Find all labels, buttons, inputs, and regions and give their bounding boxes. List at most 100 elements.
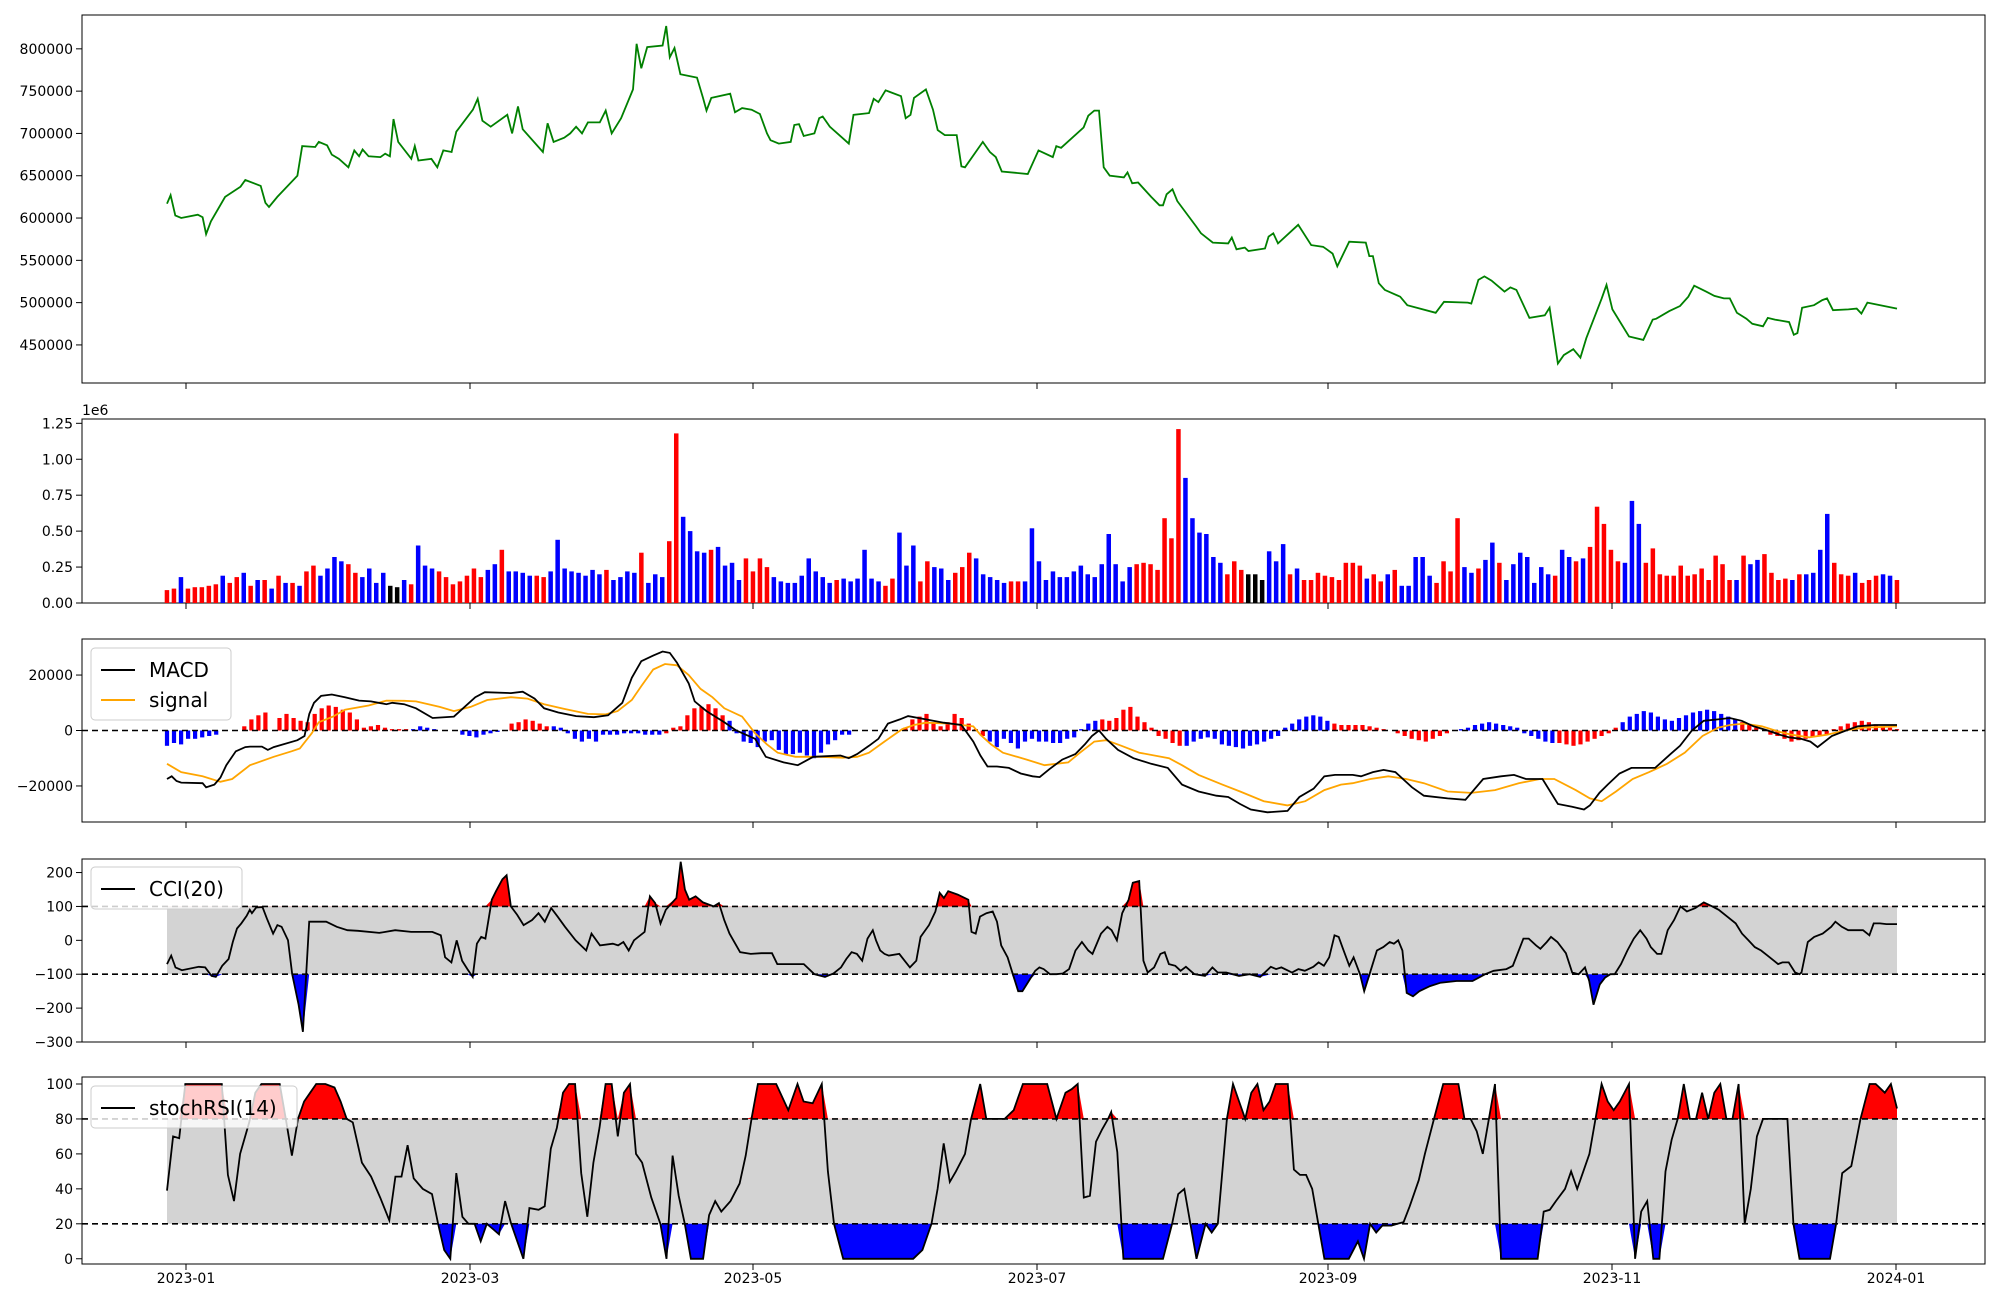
volume-bar xyxy=(771,577,777,603)
macd-histogram-bar xyxy=(931,722,936,731)
macd-histogram-bar xyxy=(1233,730,1238,748)
stochrsi-y-tick-label: 40 xyxy=(55,1182,73,1198)
macd-histogram-bar xyxy=(298,720,303,731)
volume-bar xyxy=(1322,575,1328,603)
volume-y-tick-label: 1.00 xyxy=(42,452,73,468)
volume-bar xyxy=(527,575,532,603)
volume-bar xyxy=(618,577,623,603)
volume-bar xyxy=(1552,575,1558,603)
volume-bar xyxy=(1511,564,1516,603)
macd-histogram-bar xyxy=(263,712,268,731)
volume-bar xyxy=(339,561,344,603)
volume-panel: 0.00 0.25 0.50 0.75 1.00 1.25 1e6 xyxy=(42,403,1986,612)
macd-histogram-bar xyxy=(214,730,219,735)
stochrsi-y-tick-label: 20 xyxy=(55,1217,73,1233)
macd-histogram-bar xyxy=(1156,730,1161,736)
volume-bar xyxy=(1650,548,1656,603)
volume-bar xyxy=(569,571,574,603)
volume-bar xyxy=(1350,562,1356,604)
macd-histogram-bar xyxy=(1100,719,1105,731)
macd-histogram-bar xyxy=(474,730,479,738)
macd-histogram-bar xyxy=(558,727,563,731)
volume-bar xyxy=(973,558,979,603)
volume-bar xyxy=(1385,574,1390,604)
volume-bar xyxy=(1727,580,1732,603)
volume-bar xyxy=(1162,518,1167,603)
volume-bar xyxy=(234,577,239,603)
macd-histogram-bar xyxy=(1318,716,1323,731)
volume-bar xyxy=(1169,538,1174,603)
price-y-tick-label: 450000 xyxy=(20,338,73,354)
volume-bar xyxy=(1880,574,1886,604)
volume-bar xyxy=(953,572,958,603)
x-tick-label: 2023-05 xyxy=(724,1271,783,1287)
volume-bar xyxy=(806,558,811,603)
macd-histogram-bar xyxy=(1676,718,1682,731)
volume-bar xyxy=(890,578,895,603)
macd-histogram-bar xyxy=(333,706,338,731)
macd-histogram-bar xyxy=(1346,725,1351,731)
volume-bar xyxy=(1406,585,1411,604)
macd-histogram-bar xyxy=(164,730,170,746)
volume-bar xyxy=(548,571,553,603)
volume-bar xyxy=(1036,561,1042,603)
volume-bar xyxy=(1050,571,1056,603)
price-frame xyxy=(81,14,1986,384)
volume-bar xyxy=(750,571,756,603)
volume-bar xyxy=(674,433,679,603)
volume-bar xyxy=(436,571,442,603)
macd-histogram-bar xyxy=(1662,719,1667,731)
volume-bar xyxy=(164,590,170,603)
macd-histogram-bar xyxy=(368,726,373,731)
macd-histogram-bar xyxy=(1149,727,1154,731)
volume-bar xyxy=(1183,477,1188,603)
macd-histogram-bar xyxy=(1093,720,1098,731)
macd-histogram-bar xyxy=(1592,730,1597,739)
volume-bar xyxy=(722,565,728,603)
volume-bar xyxy=(897,532,902,603)
volume-bar xyxy=(932,567,937,603)
volume-bar xyxy=(227,582,232,603)
volume-bar xyxy=(1748,564,1753,603)
cci-y-tick-label: 100 xyxy=(46,899,73,915)
volume-bar xyxy=(1887,575,1893,603)
volume-bar xyxy=(367,568,372,603)
volume-bar xyxy=(1664,575,1669,603)
macd-histogram-bar xyxy=(966,723,971,731)
volume-bar xyxy=(1720,564,1725,603)
macd-histogram-bar xyxy=(1719,713,1724,731)
macd-histogram-bar xyxy=(1247,730,1253,746)
volume-bar xyxy=(1434,582,1439,603)
volume-y-tick-label: 0.00 xyxy=(42,596,73,612)
volume-bar xyxy=(590,569,595,603)
volume-bar xyxy=(178,577,184,603)
macd-histogram-bar xyxy=(572,730,577,739)
macd-histogram-bar xyxy=(171,730,177,743)
macd-histogram-bar xyxy=(1585,730,1590,742)
macd-histogram-bar xyxy=(586,730,591,739)
macd-legend-label: signal xyxy=(149,688,208,712)
macd-histogram-bar xyxy=(1501,725,1506,731)
volume-bar xyxy=(1608,549,1614,603)
macd-histogram-bar xyxy=(291,718,296,731)
macd-histogram-bar xyxy=(544,726,549,731)
macd-histogram-bar xyxy=(418,726,423,731)
macd-histogram-bar xyxy=(1107,720,1112,731)
volume-bar xyxy=(1441,561,1446,603)
macd-histogram-bar xyxy=(818,730,824,753)
macd-histogram-bar xyxy=(1416,730,1421,741)
macd-histogram-bar xyxy=(987,730,992,742)
volume-bar xyxy=(1448,571,1453,603)
volume-bar xyxy=(1838,574,1844,604)
macd-histogram-bar xyxy=(1072,730,1077,738)
macd-histogram-bar xyxy=(397,729,402,731)
macd-histogram-bar xyxy=(622,730,627,734)
macd-histogram-bar xyxy=(678,726,683,731)
volume-bar xyxy=(1539,567,1544,603)
macd-histogram-bar xyxy=(565,730,570,734)
volume-bar xyxy=(715,546,721,603)
volume-bar xyxy=(1769,572,1774,603)
macd-histogram-bar xyxy=(1163,730,1168,739)
macd-histogram-bar xyxy=(734,730,739,734)
